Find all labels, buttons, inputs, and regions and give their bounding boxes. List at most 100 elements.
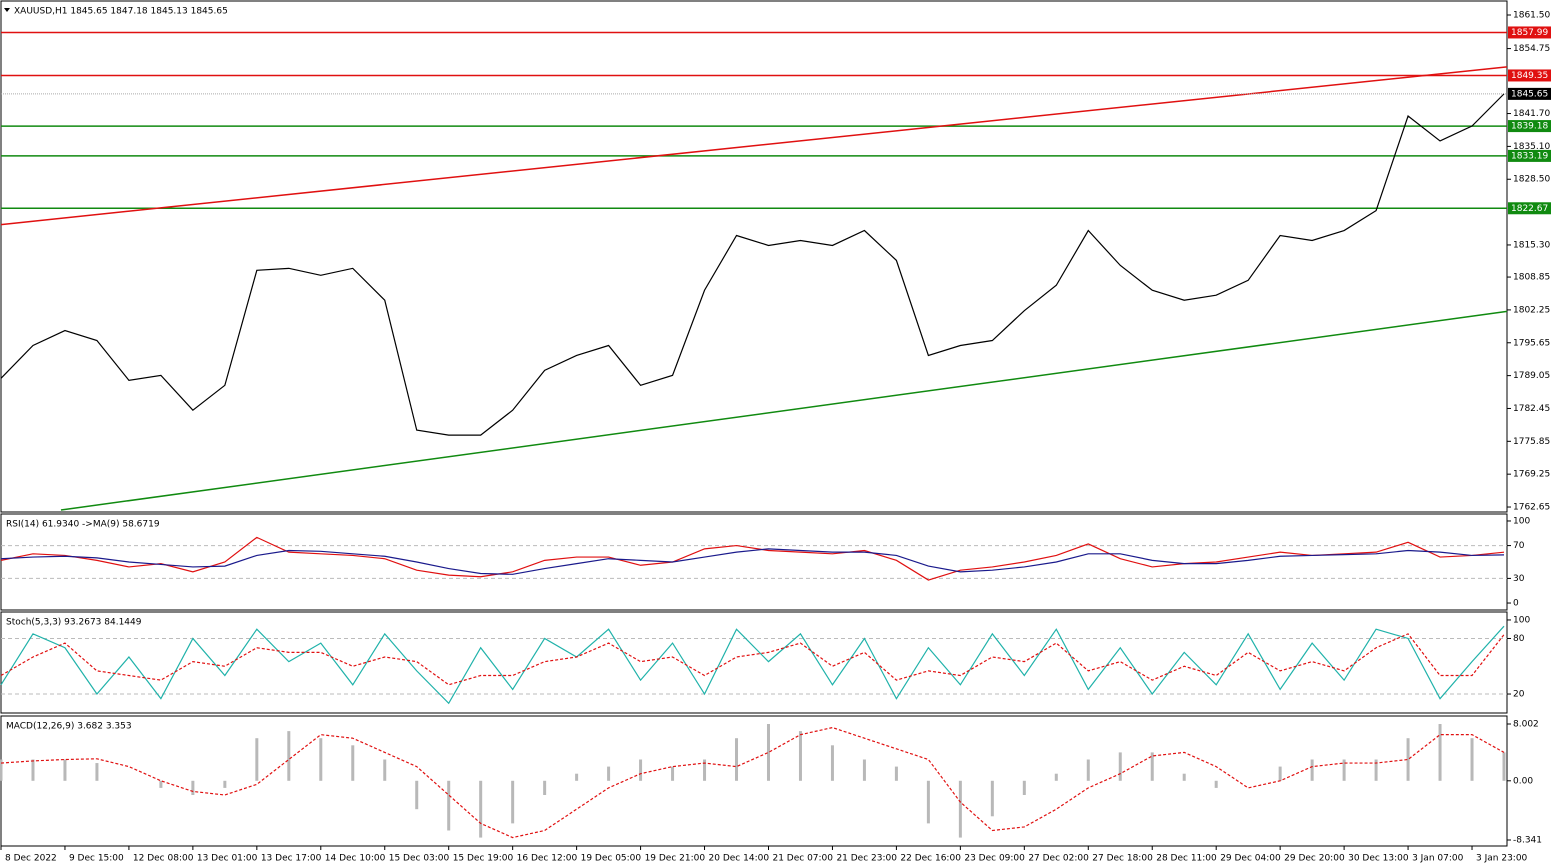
panel-frame: [0, 513, 1508, 611]
y-tick-label: 1775.85: [1513, 437, 1550, 447]
y-tick-label: 1762.65: [1513, 503, 1550, 513]
y-tick-label: 20: [1513, 690, 1525, 700]
histogram-bar: [31, 759, 35, 781]
panel-frame: [0, 0, 1508, 513]
histogram-bar: [607, 766, 611, 781]
histogram-bar: [1022, 780, 1026, 795]
x-tick-label: 9 Dec 15:00: [69, 854, 124, 864]
x-tick-label: 15 Dec 03:00: [389, 854, 450, 864]
histogram-bar: [1310, 759, 1314, 781]
y-tick-label: 1861.50: [1513, 10, 1550, 20]
panel-title: MACD(12,26,9) 3.682 3.353: [6, 722, 132, 732]
y-tick-label: 1835.10: [1513, 142, 1550, 152]
histogram-bar: [191, 780, 195, 795]
level-label-box: [1508, 26, 1551, 39]
histogram-bar: [798, 731, 802, 781]
y-tick-label: 0.00: [1513, 776, 1533, 786]
histogram-bar: [415, 780, 419, 810]
level-label: 1857.99: [1511, 28, 1548, 38]
x-tick-label: 19 Dec 21:00: [645, 854, 706, 864]
histogram-bar: [511, 780, 515, 824]
series-line: [0, 625, 1505, 705]
histogram-bar: [1342, 759, 1346, 781]
x-tick-label: 20 Dec 14:00: [709, 854, 770, 864]
histogram-bar: [223, 780, 227, 788]
histogram-bar: [958, 780, 962, 838]
y-tick-label: 80: [1513, 634, 1525, 644]
histogram-bar: [671, 766, 675, 781]
y-tick-label: 1854.75: [1513, 44, 1550, 54]
series-line: [0, 548, 1505, 575]
x-tick-label: 16 Dec 12:00: [517, 854, 578, 864]
x-tick-label: 29 Dec 04:00: [1220, 854, 1281, 864]
x-tick-label: 21 Dec 23:00: [836, 854, 897, 864]
histogram-bar: [1438, 724, 1442, 781]
y-tick-label: 1795.65: [1513, 338, 1550, 348]
histogram-bar: [894, 766, 898, 781]
level-label-box: [1508, 120, 1551, 133]
y-tick-label: 1808.85: [1513, 273, 1550, 283]
histogram-bar: [159, 780, 163, 788]
x-tick-label: 30 Dec 13:00: [1348, 854, 1409, 864]
histogram-bar: [1406, 738, 1410, 781]
histogram-bar: [1502, 752, 1506, 781]
y-tick-label: 1789.05: [1513, 371, 1550, 381]
histogram-bar: [766, 724, 770, 781]
y-tick-label: 1782.45: [1513, 404, 1550, 414]
x-tick-label: 23 Dec 09:00: [964, 854, 1025, 864]
y-tick-label: 1815.30: [1513, 240, 1550, 250]
menu-arrow: [4, 8, 10, 12]
histogram-bar: [383, 759, 387, 781]
x-tick-label: 3 Jan 07:00: [1412, 854, 1464, 864]
x-tick-label: 15 Dec 19:00: [453, 854, 514, 864]
last-price-box: [1508, 87, 1551, 100]
y-tick-label: 1828.50: [1513, 175, 1550, 185]
level-label-box: [1508, 69, 1551, 82]
level-label: 1839.18: [1511, 122, 1548, 132]
histogram-bar: [351, 745, 355, 781]
histogram-bar: [63, 759, 67, 781]
y-tick-label: 8.002: [1513, 719, 1539, 729]
histogram-bar: [1214, 780, 1218, 788]
panel-frame: [0, 611, 1508, 714]
histogram-bar: [703, 759, 707, 781]
panel-title: Stoch(5,3,3) 93.2673 84.1449: [6, 618, 142, 628]
histogram-bar: [1054, 773, 1058, 781]
level-label: 1833.19: [1511, 151, 1548, 161]
x-tick-label: 27 Dec 02:00: [1028, 854, 1089, 864]
x-tick-label: 29 Dec 20:00: [1284, 854, 1345, 864]
y-tick-label: 100: [1513, 516, 1530, 526]
histogram-bar: [862, 759, 866, 781]
histogram-bar: [639, 759, 643, 781]
level-label: 1849.35: [1511, 71, 1548, 81]
x-tick-label: 28 Dec 11:00: [1156, 854, 1217, 864]
series-line: [0, 633, 1505, 686]
histogram-bar: [575, 773, 579, 781]
histogram-bar: [830, 745, 834, 781]
histogram-bar: [0, 759, 3, 781]
y-tick-label: 100: [1513, 615, 1530, 625]
y-tick-label: 0: [1513, 599, 1519, 609]
histogram-bar: [1118, 752, 1122, 781]
histogram-bar: [926, 780, 930, 824]
level-label: 1822.67: [1511, 204, 1548, 214]
x-tick-label: 19 Dec 05:00: [581, 854, 642, 864]
histogram-bar: [1278, 766, 1282, 781]
histogram-bar: [1150, 752, 1154, 781]
series-line: [0, 93, 1505, 436]
x-tick-label: 21 Dec 07:00: [772, 854, 833, 864]
histogram-bar: [1086, 759, 1090, 781]
histogram-bar: [543, 780, 547, 795]
histogram-bar: [287, 731, 291, 781]
histogram-bar: [447, 780, 451, 831]
x-tick-label: 13 Dec 17:00: [261, 854, 322, 864]
y-tick-label: 70: [1513, 541, 1525, 551]
y-tick-label: 30: [1513, 574, 1525, 584]
histogram-bar: [735, 738, 739, 781]
histogram-bar: [1374, 759, 1378, 781]
y-tick-label: 1841.70: [1513, 109, 1550, 119]
histogram-bar: [1182, 773, 1186, 781]
histogram-bar: [1470, 738, 1474, 781]
trend-line: [0, 66, 1508, 226]
